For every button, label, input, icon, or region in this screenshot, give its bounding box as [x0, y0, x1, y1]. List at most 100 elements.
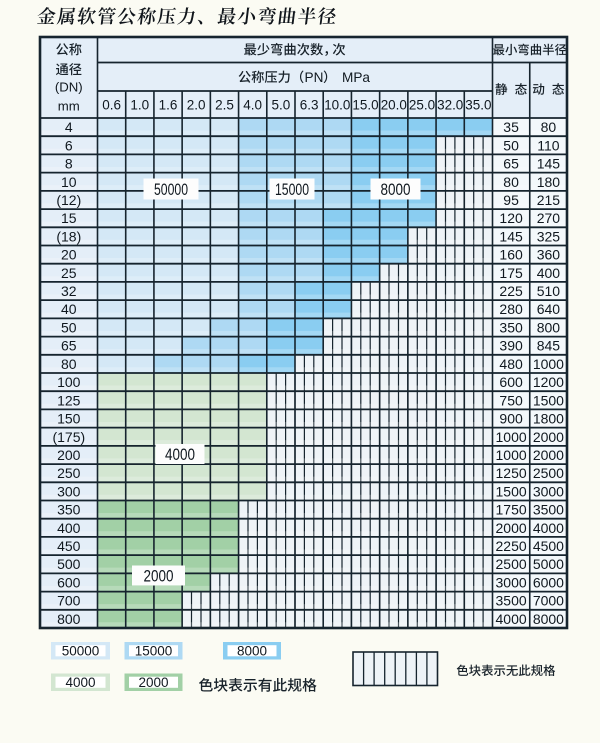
- svg-text:360: 360: [537, 247, 561, 263]
- svg-text:32: 32: [61, 283, 77, 299]
- svg-text:700: 700: [57, 593, 81, 609]
- svg-text:6: 6: [65, 137, 73, 153]
- svg-text:6.3: 6.3: [300, 97, 319, 112]
- svg-text:MPa: MPa: [342, 70, 370, 85]
- svg-text:600: 600: [499, 374, 523, 390]
- svg-text:2250: 2250: [496, 538, 527, 554]
- svg-text:4: 4: [65, 119, 73, 135]
- svg-text:3500: 3500: [496, 593, 527, 609]
- svg-text:110: 110: [537, 137, 560, 153]
- svg-text:40: 40: [61, 301, 77, 317]
- svg-text:800: 800: [537, 320, 561, 336]
- svg-text:1500: 1500: [496, 483, 527, 499]
- svg-text:150: 150: [57, 411, 81, 427]
- svg-text:(18): (18): [56, 228, 81, 244]
- svg-text:2.0: 2.0: [187, 97, 206, 112]
- svg-text:4000: 4000: [496, 611, 527, 627]
- svg-text:2500: 2500: [496, 556, 527, 572]
- svg-text:3500: 3500: [533, 502, 564, 518]
- svg-text:(DN): (DN): [55, 80, 83, 95]
- svg-text:20.0: 20.0: [381, 97, 407, 112]
- svg-text:1750: 1750: [496, 502, 527, 518]
- svg-text:65: 65: [61, 338, 77, 354]
- svg-text:120: 120: [499, 210, 523, 226]
- svg-text:mm: mm: [58, 99, 80, 114]
- svg-text:95: 95: [503, 192, 519, 208]
- svg-text:4.0: 4.0: [243, 97, 262, 112]
- svg-text:1000: 1000: [533, 356, 564, 372]
- svg-text:2000: 2000: [533, 429, 564, 445]
- svg-text:50000: 50000: [154, 180, 188, 199]
- svg-text:10.0: 10.0: [324, 97, 350, 112]
- svg-text:8000: 8000: [237, 644, 267, 659]
- svg-text:6000: 6000: [533, 575, 564, 591]
- svg-text:390: 390: [499, 338, 523, 354]
- svg-text:350: 350: [499, 320, 523, 336]
- svg-text:2000: 2000: [533, 447, 564, 463]
- svg-text:100: 100: [57, 374, 81, 390]
- svg-text:7000: 7000: [533, 593, 564, 609]
- svg-text:4000: 4000: [165, 445, 195, 464]
- svg-text:5000: 5000: [533, 556, 564, 572]
- svg-text:800: 800: [57, 611, 81, 627]
- svg-text:8000: 8000: [381, 180, 411, 199]
- svg-text:1200: 1200: [533, 374, 564, 390]
- svg-text:1.6: 1.6: [159, 97, 178, 112]
- svg-text:900: 900: [499, 411, 523, 427]
- svg-text:32.0: 32.0: [437, 97, 463, 112]
- svg-text:3000: 3000: [496, 575, 527, 591]
- svg-text:845: 845: [537, 338, 561, 354]
- svg-text:4000: 4000: [533, 520, 564, 536]
- svg-text:270: 270: [537, 210, 561, 226]
- svg-text:50: 50: [61, 320, 77, 336]
- svg-text:750: 750: [499, 392, 523, 408]
- svg-text:15.0: 15.0: [352, 97, 378, 112]
- svg-text:4500: 4500: [533, 538, 564, 554]
- svg-text:5.0: 5.0: [272, 97, 291, 112]
- svg-text:325: 325: [537, 228, 561, 244]
- svg-text:4000: 4000: [65, 675, 95, 690]
- svg-text:8: 8: [65, 156, 73, 172]
- svg-text:(175): (175): [52, 429, 85, 445]
- svg-text:145: 145: [499, 228, 523, 244]
- svg-text:1000: 1000: [496, 429, 527, 445]
- svg-text:80: 80: [541, 119, 557, 135]
- svg-text:600: 600: [57, 575, 81, 591]
- svg-text:10: 10: [61, 174, 77, 190]
- svg-text:175: 175: [499, 265, 523, 281]
- svg-text:35: 35: [503, 119, 519, 135]
- svg-text:250: 250: [57, 465, 81, 481]
- svg-text:20: 20: [61, 247, 77, 263]
- svg-text:8000: 8000: [533, 611, 564, 627]
- svg-text:350: 350: [57, 502, 81, 518]
- svg-text:400: 400: [537, 265, 561, 281]
- svg-text:50: 50: [503, 137, 519, 153]
- svg-text:2000: 2000: [138, 675, 168, 690]
- svg-text:3000: 3000: [533, 483, 564, 499]
- svg-text:450: 450: [57, 538, 81, 554]
- svg-text:1500: 1500: [533, 392, 564, 408]
- svg-text:1250: 1250: [496, 465, 527, 481]
- svg-text:1000: 1000: [496, 447, 527, 463]
- svg-text:125: 125: [57, 392, 81, 408]
- svg-text:2000: 2000: [144, 567, 174, 586]
- svg-text:200: 200: [57, 447, 81, 463]
- svg-text:1.0: 1.0: [130, 97, 149, 112]
- svg-text:280: 280: [499, 301, 523, 317]
- svg-text:35.0: 35.0: [465, 97, 491, 112]
- svg-text:160: 160: [499, 247, 523, 263]
- svg-text:15000: 15000: [275, 180, 309, 199]
- svg-text:25: 25: [61, 265, 77, 281]
- svg-text:1800: 1800: [533, 411, 564, 427]
- svg-text:215: 215: [537, 192, 561, 208]
- svg-text:510: 510: [537, 283, 561, 299]
- svg-text:500: 500: [57, 556, 81, 572]
- svg-text:225: 225: [499, 283, 523, 299]
- svg-text:2.5: 2.5: [215, 97, 234, 112]
- svg-text:180: 180: [537, 174, 561, 190]
- svg-text:480: 480: [499, 356, 523, 372]
- svg-text:300: 300: [57, 483, 81, 499]
- svg-text:15: 15: [61, 210, 77, 226]
- svg-text:PN: PN: [305, 70, 324, 85]
- svg-text:640: 640: [537, 301, 561, 317]
